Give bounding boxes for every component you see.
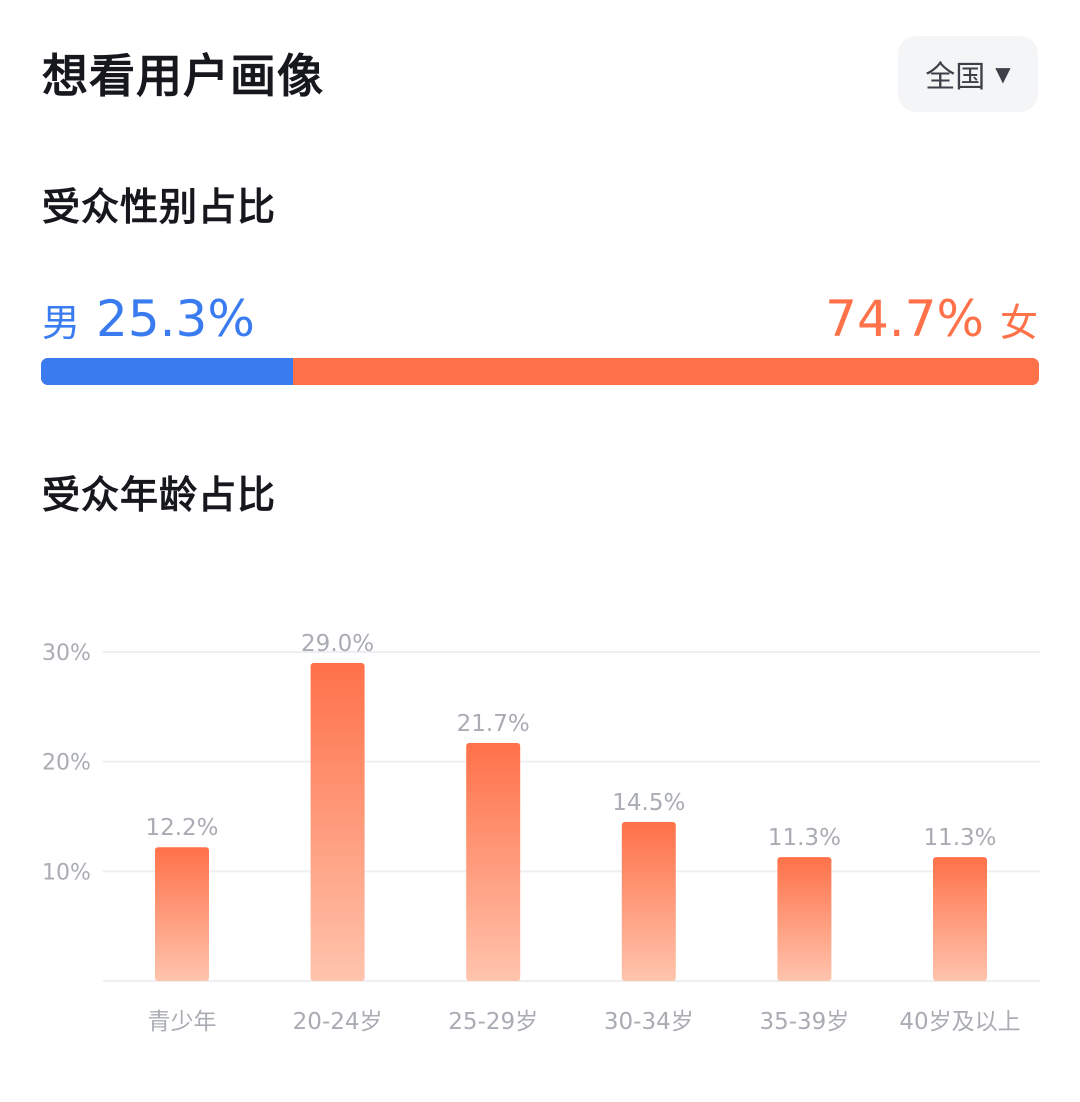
female-label: 女 — [999, 301, 1038, 345]
region-label: 全国 — [925, 60, 986, 95]
male-value: 25.3% — [96, 290, 255, 348]
bar-value-label: 11.3% — [768, 825, 841, 851]
female-value: 74.7% — [825, 290, 984, 348]
y-tick-label: 10% — [42, 860, 91, 885]
bar — [155, 847, 209, 981]
bar-value-label: 21.7% — [457, 711, 530, 737]
male-ratio: 男 25.3% — [42, 290, 255, 348]
y-tick-label: 30% — [42, 641, 91, 666]
x-category-label: 20-24岁 — [293, 1009, 383, 1035]
bar — [777, 857, 832, 981]
gender-section-title: 受众性别占比 — [42, 185, 277, 229]
bar-value-label: 14.5% — [612, 790, 685, 816]
bar-value-label: 11.3% — [923, 825, 996, 851]
bar — [466, 743, 521, 981]
age-section-title: 受众年龄占比 — [42, 473, 277, 517]
x-category-label: 30-34岁 — [604, 1009, 694, 1035]
region-dropdown[interactable]: 全国 ▼ — [898, 36, 1038, 112]
gender-bar-female-segment — [293, 358, 1039, 385]
bar — [621, 821, 676, 981]
x-category-label: 40岁及以上 — [899, 1009, 1020, 1035]
caret-down-icon: ▼ — [995, 62, 1011, 86]
age-bar-chart: 10% 20% 30% 12.2% 青少年 29.0% 20-24岁 21.7% 25-29岁 1… — [42, 631, 1040, 1035]
gender-ratio-bar — [41, 358, 1039, 385]
page-title: 想看用户画像 — [42, 49, 324, 103]
bar — [933, 857, 987, 981]
y-tick-label: 20% — [42, 751, 91, 776]
x-category-label: 青少年 — [148, 1009, 217, 1035]
x-category-label: 35-39岁 — [759, 1009, 849, 1035]
male-label: 男 — [42, 301, 81, 345]
female-ratio: 74.7% 女 — [825, 290, 1038, 348]
gender-bar-male-segment — [41, 358, 294, 385]
bar-value-label: 29.0% — [301, 631, 374, 657]
bar-value-label: 12.2% — [145, 815, 218, 841]
x-category-label: 25-29岁 — [448, 1009, 538, 1035]
bar — [310, 662, 365, 981]
